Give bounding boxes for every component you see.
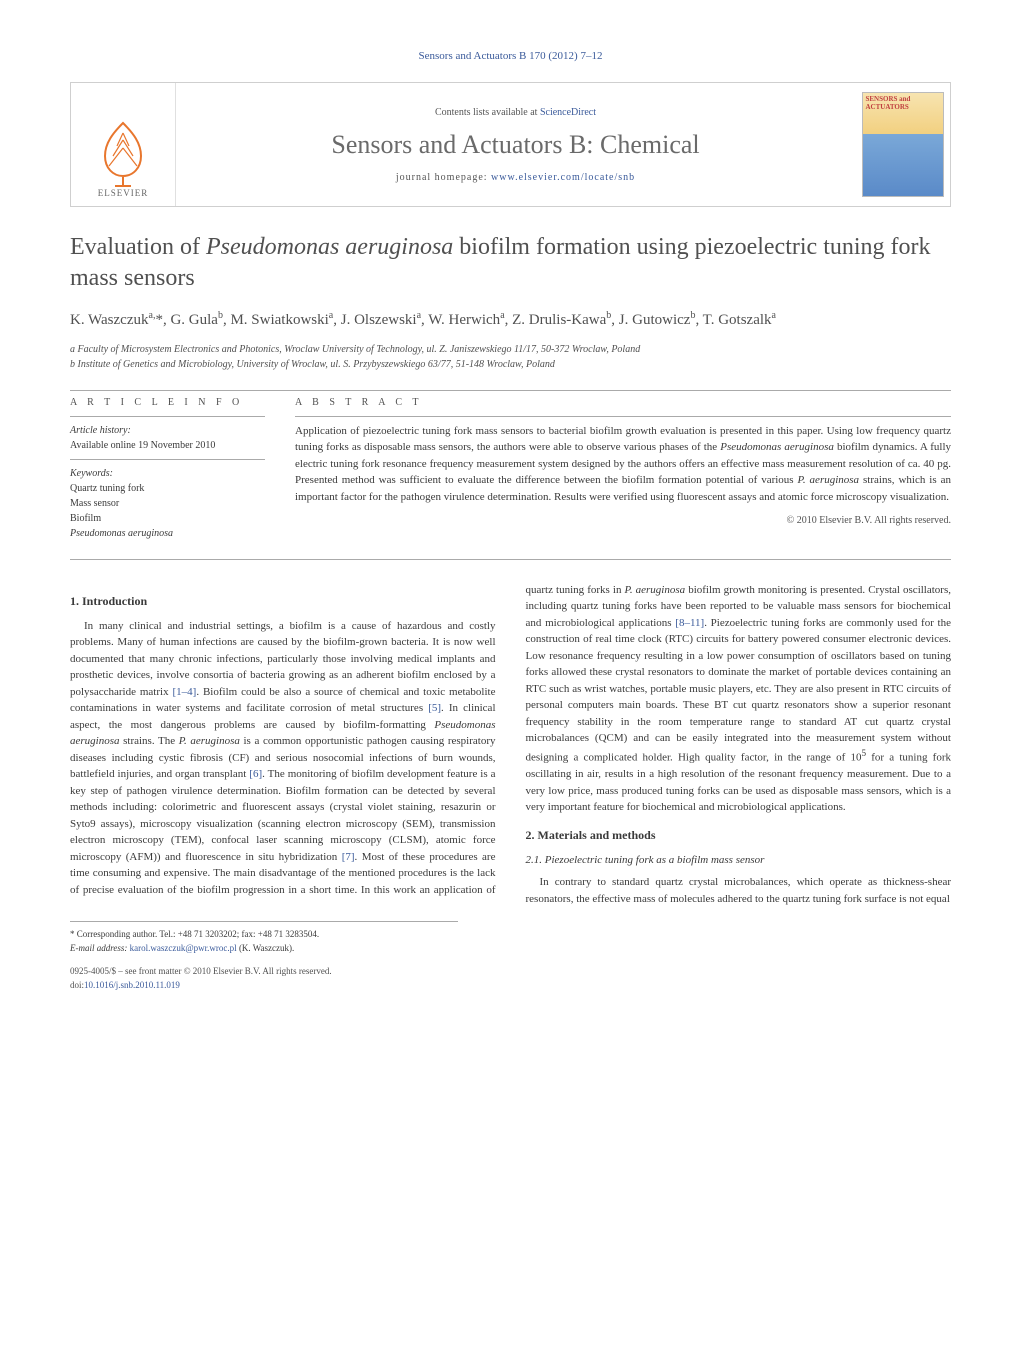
- abs-sp1: Pseudomonas aeruginosa: [720, 441, 834, 453]
- corresponding-author-footnote: * Corresponding author. Tel.: +48 71 320…: [70, 921, 458, 955]
- cover-thumb-block: SENSORS and ACTUATORS: [855, 83, 950, 206]
- article-info-heading: A R T I C L E I N F O: [70, 397, 265, 408]
- homepage-prefix: journal homepage:: [396, 172, 491, 183]
- corr-email-link[interactable]: karol.waszczuk@pwr.wroc.pl: [130, 943, 237, 953]
- history-text: Available online 19 November 2010: [70, 438, 265, 453]
- s1-f: . The monitoring of biofilm development …: [70, 768, 496, 863]
- keyword-4: Pseudomonas aeruginosa: [70, 526, 265, 541]
- journal-cover-thumbnail: SENSORS and ACTUATORS: [862, 92, 944, 197]
- history-label: Article history:: [70, 423, 265, 438]
- body-columns: 1. Introduction In many clinical and ind…: [70, 582, 951, 907]
- section-1-heading: 1. Introduction: [70, 592, 496, 610]
- affiliation-b: b Institute of Genetics and Microbiology…: [70, 357, 951, 372]
- elsevier-tree-icon: [93, 118, 153, 188]
- masthead-center: Contents lists available at ScienceDirec…: [176, 83, 855, 206]
- journal-homepage-line: journal homepage: www.elsevier.com/locat…: [396, 172, 635, 183]
- section-2-block: 2. Materials and methods 2.1. Piezoelect…: [526, 826, 952, 908]
- contents-prefix: Contents lists available at: [435, 107, 540, 118]
- rule-info-1: [70, 416, 265, 417]
- doi-link[interactable]: 10.1016/j.snb.2010.11.019: [84, 980, 180, 990]
- keyword-1: Quartz tuning fork: [70, 481, 265, 496]
- ref-8-11[interactable]: [8–11]: [675, 617, 704, 629]
- section-2-1-paragraph: In contrary to standard quartz crystal m…: [526, 874, 952, 907]
- title-species: Pseudomonas aeruginosa: [206, 234, 453, 260]
- rule-abstract: [295, 416, 951, 417]
- contents-available-line: Contents lists available at ScienceDirec…: [435, 107, 596, 118]
- journal-homepage-link[interactable]: www.elsevier.com/locate/snb: [491, 172, 635, 183]
- ref-1-4[interactable]: [1–4]: [172, 686, 196, 698]
- corr-author-line: * Corresponding author. Tel.: +48 71 320…: [70, 928, 458, 942]
- article-info-block: A R T I C L E I N F O Article history: A…: [70, 397, 951, 541]
- rule-bottom: [70, 559, 951, 560]
- rule-info-2: [70, 459, 265, 460]
- s1-i: . Piezoelectric tuning forks are commonl…: [526, 617, 952, 764]
- abstract-copyright: © 2010 Elsevier B.V. All rights reserved…: [295, 515, 951, 526]
- email-paren: (K. Waszczuk).: [239, 943, 294, 953]
- doi-prefix: doi:: [70, 980, 84, 990]
- abstract-heading: A B S T R A C T: [295, 397, 951, 408]
- email-label: E-mail address:: [70, 943, 127, 953]
- s1-d: strains. The: [120, 735, 179, 747]
- section-2-heading: 2. Materials and methods: [526, 826, 952, 844]
- publisher-logo-block: ELSEVIER: [71, 83, 176, 206]
- affiliations: a Faculty of Microsystem Electronics and…: [70, 342, 951, 372]
- ref-7[interactable]: [7]: [342, 851, 355, 863]
- keyword-3: Biofilm: [70, 511, 265, 526]
- running-header: Sensors and Actuators B 170 (2012) 7–12: [70, 50, 951, 62]
- publisher-name: ELSEVIER: [98, 188, 149, 198]
- ref-5[interactable]: [5]: [428, 702, 441, 714]
- journal-title: Sensors and Actuators B: Chemical: [331, 130, 699, 160]
- article-info-left: A R T I C L E I N F O Article history: A…: [70, 397, 265, 541]
- affiliation-a: a Faculty of Microsystem Electronics and…: [70, 342, 951, 357]
- section-2-1-heading: 2.1. Piezoelectric tuning fork as a biof…: [526, 852, 952, 869]
- email-line: E-mail address: karol.waszczuk@pwr.wroc.…: [70, 942, 458, 956]
- cover-label: SENSORS and ACTUATORS: [866, 96, 940, 111]
- keywords-label: Keywords:: [70, 466, 265, 481]
- s1-sp3: P. aeruginosa: [625, 584, 686, 596]
- footer-block: 0925-4005/$ – see front matter © 2010 El…: [70, 965, 951, 992]
- sciencedirect-link[interactable]: ScienceDirect: [540, 107, 596, 118]
- author-list: K. Waszczuka,*, G. Gulab, M. Swiatkowski…: [70, 308, 951, 332]
- rule-top: [70, 390, 951, 391]
- masthead: ELSEVIER Contents lists available at Sci…: [70, 82, 951, 207]
- article-title: Evaluation of Pseudomonas aeruginosa bio…: [70, 232, 951, 294]
- doi-line: doi:10.1016/j.snb.2010.11.019: [70, 979, 951, 993]
- s1-sp2: P. aeruginosa: [179, 735, 240, 747]
- front-matter-line: 0925-4005/$ – see front matter © 2010 El…: [70, 965, 951, 979]
- keyword-2: Mass sensor: [70, 496, 265, 511]
- abstract-text: Application of piezoelectric tuning fork…: [295, 423, 951, 506]
- title-pre: Evaluation of: [70, 234, 206, 260]
- ref-6[interactable]: [6]: [249, 768, 262, 780]
- page: Sensors and Actuators B 170 (2012) 7–12 …: [0, 0, 1021, 1032]
- abstract-block: A B S T R A C T Application of piezoelec…: [295, 397, 951, 541]
- abs-sp2: P. aeruginosa: [798, 474, 860, 486]
